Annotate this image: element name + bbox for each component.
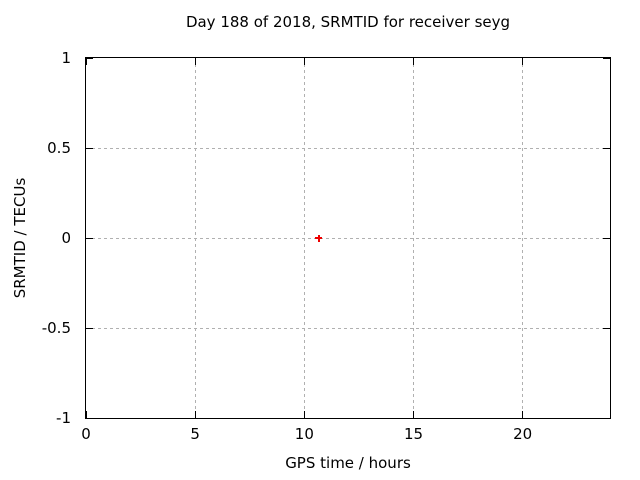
y-tick-label: 0.5 bbox=[47, 139, 71, 157]
x-tick-label: 15 bbox=[403, 425, 424, 443]
x-tick-mark bbox=[85, 58, 87, 65]
x-tick-mark bbox=[194, 411, 196, 418]
x-axis-label: GPS time / hours bbox=[285, 454, 411, 472]
y-tick-label: -0.5 bbox=[41, 319, 71, 337]
chart-title: Day 188 of 2018, SRMTID for receiver sey… bbox=[185, 13, 511, 31]
x-tick-mark bbox=[194, 58, 196, 65]
plot-area bbox=[85, 57, 611, 419]
y-tick-mark bbox=[603, 327, 610, 329]
x-tick-mark bbox=[303, 58, 305, 65]
y-gridline bbox=[86, 327, 610, 329]
x-tick-mark bbox=[413, 411, 414, 418]
x-tick-label: 0 bbox=[81, 425, 91, 443]
y-tick-mark bbox=[86, 57, 93, 59]
data-point-marker bbox=[315, 234, 323, 242]
x-tick-label: 10 bbox=[294, 425, 314, 443]
y-tick-mark bbox=[86, 417, 93, 419]
x-tick-label: 5 bbox=[190, 425, 200, 443]
x-tick-mark bbox=[85, 411, 87, 418]
y-tick-mark bbox=[603, 57, 610, 59]
y-tick-mark bbox=[603, 237, 610, 239]
y-tick-label: -1 bbox=[56, 409, 71, 427]
x-tick-label: 20 bbox=[513, 425, 533, 443]
y-tick-mark bbox=[603, 147, 610, 149]
marker-v-bar bbox=[317, 234, 320, 242]
y-tick-mark bbox=[86, 327, 93, 329]
x-tick-mark bbox=[413, 58, 414, 65]
y-gridline bbox=[86, 237, 610, 239]
x-tick-mark bbox=[522, 411, 524, 418]
y-tick-mark bbox=[603, 417, 610, 419]
y-tick-mark bbox=[86, 237, 93, 239]
y-tick-label: 1 bbox=[61, 49, 71, 67]
y-tick-mark bbox=[86, 147, 93, 149]
x-tick-mark bbox=[303, 411, 305, 418]
y-gridline bbox=[86, 147, 610, 149]
y-tick-label: 0 bbox=[61, 229, 71, 247]
x-tick-mark bbox=[522, 58, 524, 65]
